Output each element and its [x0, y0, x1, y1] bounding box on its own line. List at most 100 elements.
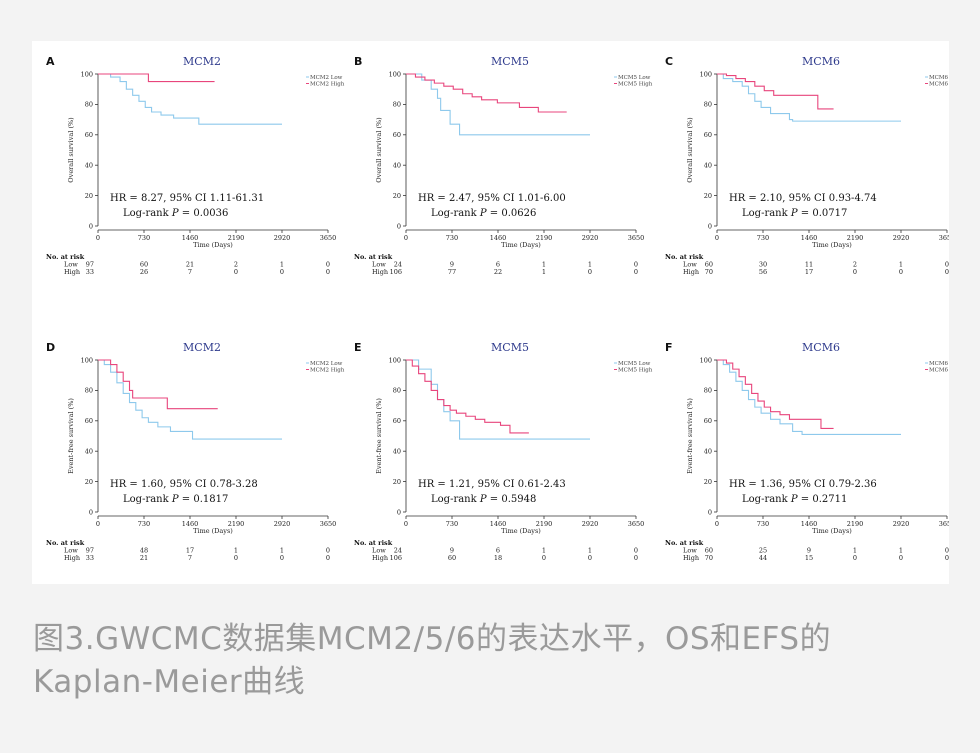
risk-count: 60 [448, 554, 456, 562]
km-curve-high [717, 359, 834, 429]
legend-label: MCM5 Low [618, 75, 651, 81]
panel-letter: F [665, 341, 673, 354]
risk-count: 1 [280, 261, 284, 269]
risk-count: 77 [448, 268, 456, 276]
risk-row-label: High [64, 268, 80, 276]
risk-table-header: No. at risk [354, 539, 393, 547]
risk-table-header: No. at risk [665, 539, 704, 547]
y-tick-label: 100 [700, 70, 712, 78]
hr-annotation: HR = 1.60, 95% CI 0.78-3.28 [110, 479, 258, 490]
risk-count: 7 [188, 268, 192, 276]
risk-count: 1 [899, 261, 903, 269]
y-tick-label: 60 [393, 131, 401, 139]
y-tick-label: 80 [393, 101, 401, 109]
km-curve-high [98, 359, 218, 410]
legend-label: MCM2 High [310, 368, 345, 374]
risk-count: 97 [86, 547, 94, 555]
hr-annotation: HR = 8.27, 95% CI 1.11-61.31 [110, 193, 264, 204]
risk-count: 1 [853, 547, 857, 555]
risk-count: 0 [326, 554, 330, 562]
risk-count: 9 [450, 261, 454, 269]
risk-count: 106 [390, 554, 402, 562]
y-tick-label: 40 [393, 448, 401, 456]
y-tick-label: 20 [704, 192, 712, 200]
y-tick-label: 80 [704, 101, 712, 109]
risk-row-label: Low [372, 261, 386, 269]
risk-count: 2 [234, 261, 238, 269]
risk-count: 24 [394, 547, 402, 555]
risk-count: 1 [280, 547, 284, 555]
risk-count: 0 [234, 268, 238, 276]
legend-label: MCM6 High [929, 82, 949, 88]
risk-count: 56 [759, 268, 767, 276]
km-curve-high [717, 73, 834, 110]
risk-row-label: High [683, 268, 699, 276]
gene-title: MCM6 [802, 341, 840, 354]
x-tick-label: 3650 [628, 234, 645, 242]
y-tick-label: 0 [708, 508, 712, 516]
x-tick-label: 2920 [274, 520, 291, 528]
y-tick-label: 60 [704, 131, 712, 139]
legend-label: MCM6 Low [929, 75, 949, 81]
x-tick-label: 3650 [320, 234, 337, 242]
risk-count: 18 [494, 554, 502, 562]
y-tick-label: 20 [85, 192, 93, 200]
y-tick-label: 0 [708, 222, 712, 230]
x-tick-label: 730 [138, 520, 150, 528]
risk-count: 70 [705, 268, 713, 276]
risk-count: 1 [542, 268, 546, 276]
y-tick-label: 0 [89, 508, 93, 516]
legend-label: MCM5 High [618, 82, 653, 88]
risk-count: 7 [188, 554, 192, 562]
risk-count: 0 [326, 261, 330, 269]
risk-count: 9 [807, 547, 811, 555]
risk-count: 17 [186, 547, 194, 555]
risk-row-label: High [64, 554, 80, 562]
x-tick-label: 1460 [801, 520, 818, 528]
km-curve-high [406, 73, 567, 113]
y-axis-title: Overall survival (%) [375, 117, 383, 183]
risk-count: 1 [588, 261, 592, 269]
x-tick-label: 0 [715, 234, 719, 242]
risk-table-header: No. at risk [665, 253, 704, 261]
risk-count: 33 [86, 554, 94, 562]
y-tick-label: 100 [81, 356, 93, 364]
x-tick-label: 3650 [939, 520, 949, 528]
risk-count: 0 [588, 554, 592, 562]
figure-caption: 图3.GWCMC数据集MCM2/5/6的表达水平，OS和EFS的 Kaplan-… [33, 618, 963, 704]
y-tick-label: 100 [389, 356, 401, 364]
risk-count: 11 [805, 261, 813, 269]
risk-count: 0 [899, 554, 903, 562]
km-figure: A MCM2 0 20 40 60 80 100 0 730 1460 2190 2920 3650 Tim… [32, 41, 949, 584]
risk-count: 48 [140, 547, 148, 555]
panel-letter: E [354, 341, 362, 354]
risk-count: 0 [899, 268, 903, 276]
risk-count: 44 [759, 554, 767, 562]
y-tick-label: 100 [389, 70, 401, 78]
risk-row-label: High [683, 554, 699, 562]
x-tick-label: 1460 [182, 234, 199, 242]
risk-count: 0 [853, 268, 857, 276]
risk-count: 1 [899, 547, 903, 555]
km-curve-high [406, 359, 529, 434]
panel-letter: D [46, 341, 55, 354]
risk-count: 6 [496, 547, 500, 555]
y-tick-label: 20 [704, 478, 712, 486]
y-tick-label: 0 [397, 508, 401, 516]
risk-count: 60 [705, 547, 713, 555]
y-tick-label: 40 [85, 162, 93, 170]
logrank-annotation: Log-rank P = 0.0036 [123, 208, 228, 219]
x-tick-label: 0 [715, 520, 719, 528]
risk-count: 0 [634, 268, 638, 276]
x-tick-label: 2190 [228, 234, 245, 242]
hr-annotation: HR = 2.10, 95% CI 0.93-4.74 [729, 193, 877, 204]
x-axis-title: Time (Days) [193, 527, 233, 535]
risk-count: 97 [86, 261, 94, 269]
risk-count: 0 [945, 268, 949, 276]
y-tick-label: 60 [85, 417, 93, 425]
risk-count: 0 [588, 268, 592, 276]
y-axis-title: Overall survival (%) [67, 117, 75, 183]
logrank-annotation: Log-rank P = 0.2711 [742, 494, 847, 505]
